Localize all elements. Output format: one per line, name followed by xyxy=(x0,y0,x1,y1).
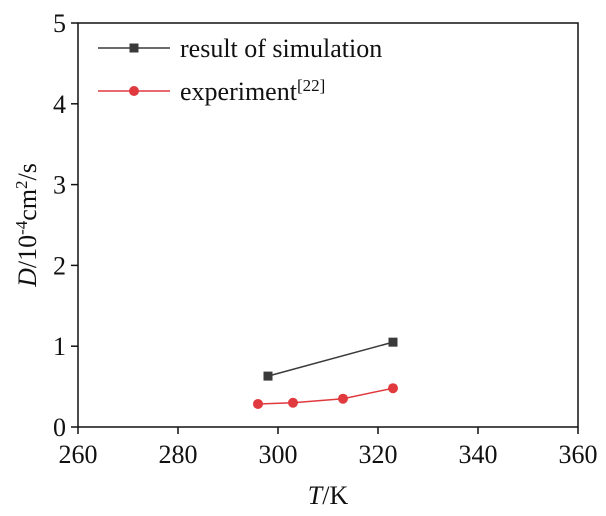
marker xyxy=(388,337,398,347)
series-line xyxy=(267,341,394,377)
y-label-part: cm xyxy=(13,189,42,221)
y-tick-label: 3 xyxy=(53,171,66,200)
x-label-part: /K xyxy=(322,481,348,510)
y-label-part: 2 xyxy=(12,180,31,189)
plot-frame xyxy=(77,22,579,428)
y-tick-label: 5 xyxy=(53,9,66,38)
x-tick-label: 320 xyxy=(359,440,398,469)
x-axis-label: T/K xyxy=(308,481,349,510)
x-label-part: T xyxy=(308,481,324,510)
legend-sup: [22] xyxy=(297,76,325,95)
marker xyxy=(338,393,348,404)
y-tick-label: 4 xyxy=(53,90,66,119)
marker xyxy=(253,398,263,409)
series-line xyxy=(257,387,394,405)
legend-name: experiment xyxy=(180,77,298,106)
y-tick-label: 2 xyxy=(53,251,66,280)
x-tick-label: 360 xyxy=(559,440,598,469)
x-tick-label: 300 xyxy=(259,440,298,469)
marker xyxy=(263,371,273,381)
y-axis-label: D/10-4cm2/s xyxy=(12,163,43,288)
legend-label: experiment[22] xyxy=(180,76,325,107)
y-label-part: /10 xyxy=(13,235,42,268)
legend-marker xyxy=(129,86,139,96)
marker xyxy=(288,397,298,408)
y-label-part: D xyxy=(13,268,42,288)
y-tick-label: 1 xyxy=(53,332,66,361)
y-label-part: -4 xyxy=(12,220,31,235)
legend-name: result of simulation xyxy=(180,34,382,63)
y-label-part: /s xyxy=(13,163,42,180)
y-tick-label: 0 xyxy=(53,413,66,442)
x-tick-label: 280 xyxy=(159,440,198,469)
legend-label: result of simulation xyxy=(180,34,382,63)
legend-marker xyxy=(129,43,139,53)
marker xyxy=(388,383,398,394)
x-tick-label: 340 xyxy=(459,440,498,469)
x-tick-label: 260 xyxy=(59,440,98,469)
